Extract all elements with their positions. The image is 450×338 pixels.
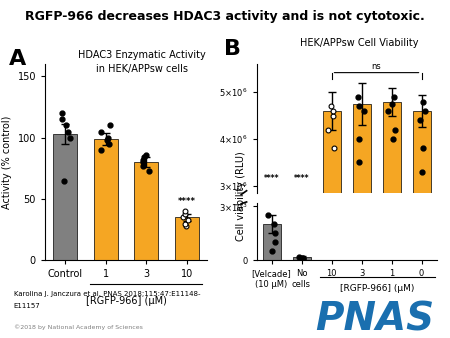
- Y-axis label: Activity (% control): Activity (% control): [2, 116, 12, 209]
- Text: E11157: E11157: [14, 303, 40, 309]
- Text: Cell viability (RLU): Cell viability (RLU): [236, 151, 246, 241]
- Bar: [292, 257, 310, 260]
- Text: ©2018 by National Academy of Sciences: ©2018 by National Academy of Sciences: [14, 324, 142, 330]
- Text: PNAS: PNAS: [315, 301, 434, 338]
- Text: [RGFP-966] (μM): [RGFP-966] (μM): [340, 284, 414, 293]
- Bar: [94, 139, 118, 260]
- Text: RGFP-966 decreases HDAC3 activity and is not cytotoxic.: RGFP-966 decreases HDAC3 activity and is…: [25, 10, 425, 23]
- Bar: [262, 224, 280, 260]
- Text: Karolina J. Janczura et al. PNAS 2018;115:47:E11148-: Karolina J. Janczura et al. PNAS 2018;11…: [14, 291, 200, 297]
- Text: ns: ns: [372, 62, 382, 71]
- Bar: [382, 102, 400, 326]
- Text: HDAC3 Enzymatic Activity: HDAC3 Enzymatic Activity: [78, 50, 206, 60]
- Text: [RGFP-966] (μM): [RGFP-966] (μM): [86, 295, 166, 306]
- Text: ****: ****: [294, 174, 309, 183]
- Text: ****: ****: [178, 197, 196, 206]
- Text: HEK/APPsw Cell Viability: HEK/APPsw Cell Viability: [300, 38, 418, 48]
- Bar: [53, 134, 77, 260]
- Text: ****: ****: [264, 174, 279, 183]
- Text: in HEK/APPsw cells: in HEK/APPsw cells: [96, 64, 188, 74]
- Bar: [413, 111, 431, 326]
- Text: B: B: [224, 39, 241, 58]
- Bar: [352, 104, 370, 326]
- Bar: [134, 162, 158, 260]
- Bar: [323, 111, 341, 326]
- Text: A: A: [9, 49, 27, 69]
- Bar: [175, 217, 199, 260]
